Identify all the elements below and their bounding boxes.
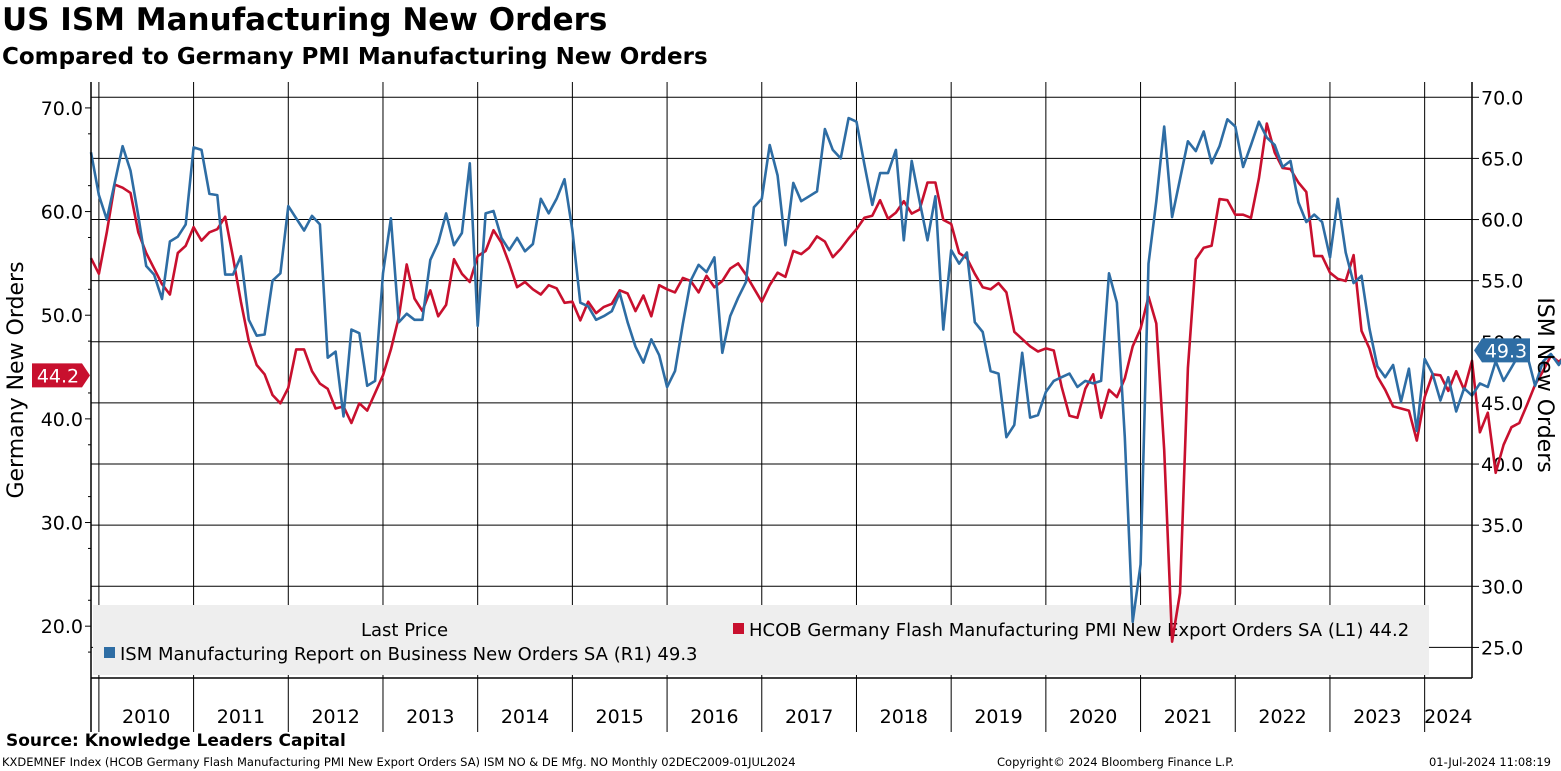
left-tick-label: 20.0 [41,616,83,638]
plot-border [90,82,1473,732]
footer-copyright: Copyright© 2024 Bloomberg Finance L.P. [997,755,1234,769]
last-value-marker-germany [32,363,90,388]
legend: Last Price HCOB Germany Flash Manufactur… [93,605,1429,675]
year-label: 2021 [1164,706,1212,728]
series-line-ism [89,116,1561,624]
year-label: 2024 [1424,706,1472,728]
year-label: 2012 [311,706,359,728]
legend-swatch-germany [733,623,744,634]
year-label: 2016 [690,706,738,728]
source-note: Source: Knowledge Leaders Capital [6,731,346,751]
legend-swatch-ism [104,647,115,658]
grid-lines [91,82,1472,678]
year-label: 2017 [785,706,833,728]
series-line-germany [89,122,1561,644]
year-label: 2019 [974,706,1022,728]
right-tick-label: 35.0 [1481,515,1523,537]
right-tick-label: 55.0 [1481,271,1523,293]
right-tick-label: 70.0 [1481,87,1523,109]
series-lines [89,116,1561,644]
left-axis: 20.0 30.0 40.0 50.0 60.0 70.0 [41,98,91,653]
year-label: 2015 [596,706,644,728]
x-axis: 2010 2011 2012 2013 2014 2015 2016 2017 2018 2019… [98,678,1473,732]
right-tick-label: 45.0 [1481,393,1523,415]
left-tick-label: 50.0 [41,305,83,327]
right-axis-title: ISM New Orders [1532,297,1557,472]
left-axis-title: Germany New Orders [4,261,29,498]
legend-background [93,605,1429,675]
right-tick-label: 25.0 [1481,637,1523,659]
right-tick-label: 60.0 [1481,210,1523,232]
legend-label-germany: HCOB Germany Flash Manufacturing PMI New… [749,620,1409,641]
left-tick-label: 40.0 [41,409,83,431]
year-label: 2014 [501,706,549,728]
last-value-label-germany: 44.2 [37,365,79,387]
last-value-marker-ism [1474,338,1530,363]
year-label: 2023 [1353,706,1401,728]
left-tick-label: 70.0 [41,98,83,120]
year-label: 2020 [1069,706,1117,728]
right-tick-label: 40.0 [1481,454,1523,476]
year-label: 2011 [217,706,265,728]
chart-subtitle: Compared to Germany PMI Manufacturing Ne… [2,44,708,70]
right-tick-label: 65.0 [1481,148,1523,170]
last-value-label-ism: 49.3 [1485,340,1527,362]
footer-timestamp: 01-Jul-2024 11:08:19 [1428,755,1551,769]
chart-title: US ISM Manufacturing New Orders [2,2,608,38]
footer-series-info: KXDEMNEF Index (HCOB Germany Flash Manuf… [2,755,796,769]
year-label: 2013 [406,706,454,728]
legend-label-ism: ISM Manufacturing Report on Business New… [120,644,698,665]
last-value-markers: 44.2 49.3 [32,338,1530,388]
legend-header: Last Price [361,620,448,641]
right-tick-label: 30.0 [1481,576,1523,598]
year-label: 2018 [880,706,928,728]
year-label: 2010 [122,706,170,728]
right-axis: 25.030.035.040.045.050.055.060.065.070.0 [1472,87,1523,659]
left-tick-label: 30.0 [41,513,83,535]
year-label: 2022 [1258,706,1306,728]
left-tick-label: 60.0 [41,202,83,224]
